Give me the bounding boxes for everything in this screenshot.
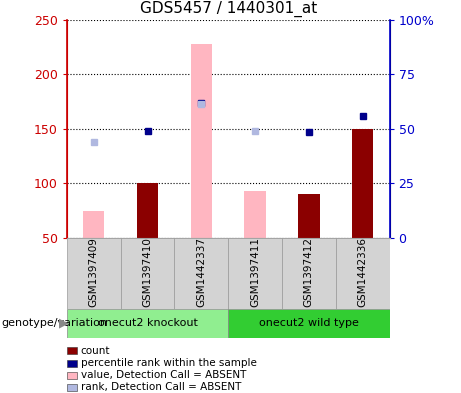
Text: ▶: ▶ [59,316,69,330]
Bar [336,238,390,309]
Text: onecut2 knockout: onecut2 knockout [98,318,197,328]
Bar [67,309,228,338]
Bar [174,238,228,309]
Text: count: count [81,346,110,356]
Bar [228,238,282,309]
Text: onecut2 wild type: onecut2 wild type [259,318,359,328]
Title: GDS5457 / 1440301_at: GDS5457 / 1440301_at [140,1,317,17]
Bar [67,238,121,309]
Text: rank, Detection Call = ABSENT: rank, Detection Call = ABSENT [81,382,241,393]
Bar [282,238,336,309]
Text: GSM1397412: GSM1397412 [304,237,314,307]
Bar [352,129,373,238]
Bar [244,191,266,238]
Text: GSM1442337: GSM1442337 [196,237,207,307]
Bar [228,309,390,338]
Bar [83,211,105,238]
Text: GSM1442336: GSM1442336 [358,237,368,307]
Text: GSM1397410: GSM1397410 [142,237,153,307]
Bar [190,44,212,238]
Bar [137,183,158,238]
Text: value, Detection Call = ABSENT: value, Detection Call = ABSENT [81,370,246,380]
Text: percentile rank within the sample: percentile rank within the sample [81,358,257,368]
Text: GSM1397409: GSM1397409 [89,237,99,307]
Bar [121,238,174,309]
Bar [298,194,319,238]
Text: GSM1397411: GSM1397411 [250,237,260,307]
Text: genotype/variation: genotype/variation [1,318,107,328]
